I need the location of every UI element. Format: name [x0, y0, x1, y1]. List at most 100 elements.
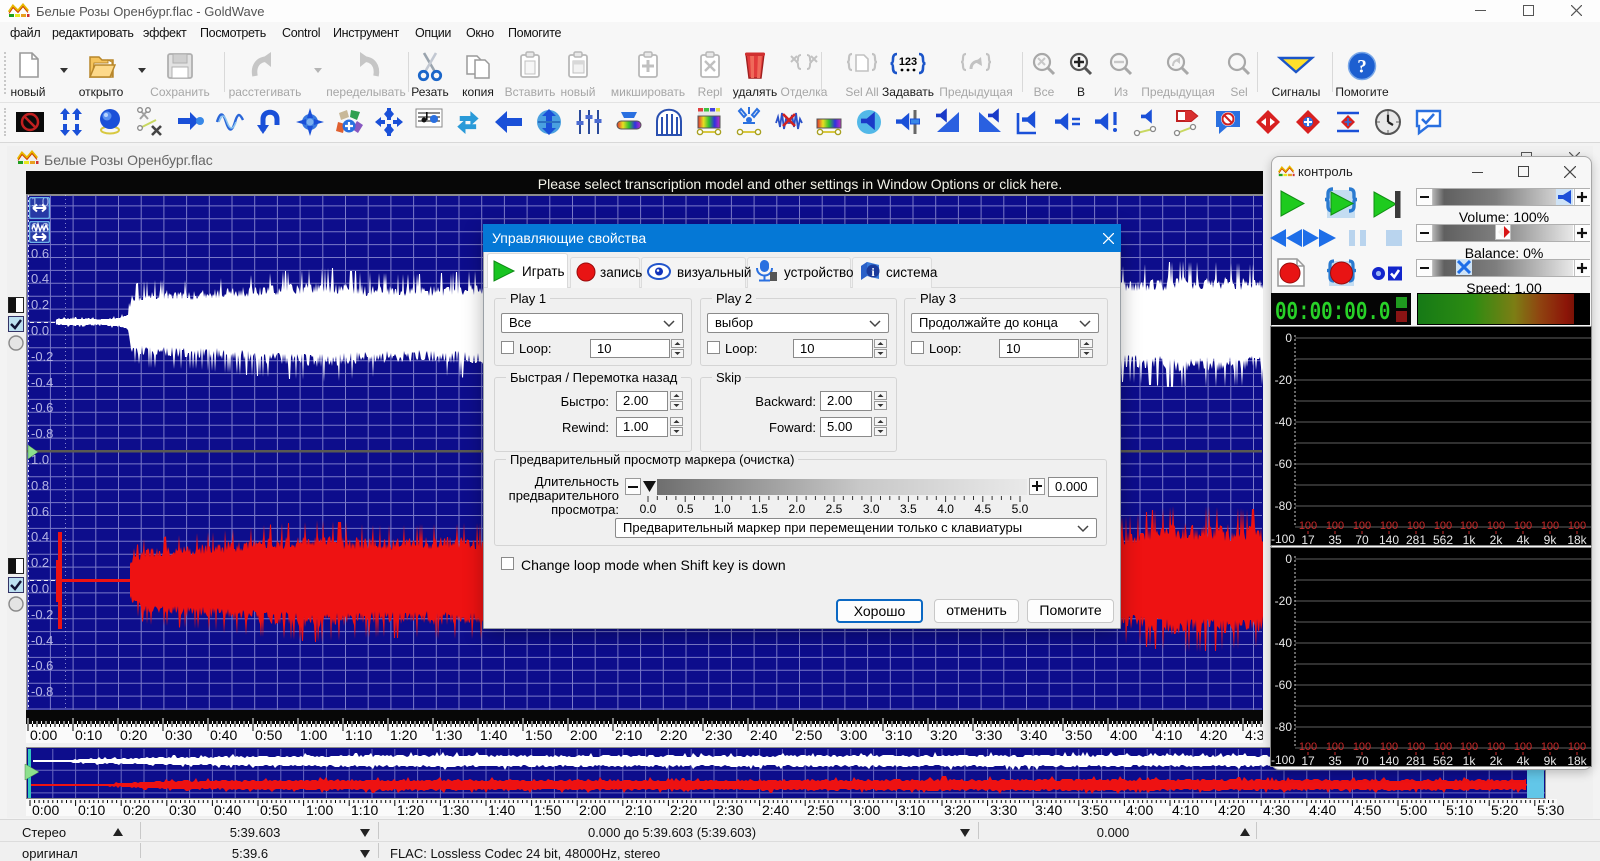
svg-text:100: 100 [1487, 520, 1505, 532]
svg-text:4:10: 4:10 [1172, 802, 1199, 818]
svg-text:-100: -100 [1271, 532, 1295, 546]
svg-text:100: 100 [1434, 741, 1452, 753]
svg-text:2:00: 2:00 [570, 727, 597, 743]
svg-text:2:00: 2:00 [579, 802, 606, 818]
svg-text:2:30: 2:30 [705, 727, 732, 743]
svg-text:100: 100 [1460, 741, 1478, 753]
svg-text:-0.6: -0.6 [31, 400, 53, 415]
svg-text:3:50: 3:50 [1065, 727, 1092, 743]
svg-text:3:30: 3:30 [975, 727, 1002, 743]
svg-text:3:00: 3:00 [853, 802, 880, 818]
svg-text:4:10: 4:10 [1155, 727, 1182, 743]
svg-text:100: 100 [1434, 520, 1452, 532]
svg-text:5:00: 5:00 [1400, 802, 1427, 818]
svg-text:123: 123 [899, 56, 917, 68]
svg-text:100: 100 [1568, 520, 1586, 532]
svg-text:3:50: 3:50 [1081, 802, 1108, 818]
svg-text:2:20: 2:20 [670, 802, 697, 818]
svg-text:3:30: 3:30 [990, 802, 1017, 818]
svg-text:18k: 18k [1567, 754, 1587, 767]
svg-text:1:40: 1:40 [480, 727, 507, 743]
svg-text:-20: -20 [1275, 373, 1293, 387]
svg-text:0:00: 0:00 [32, 802, 59, 818]
svg-text:100: 100 [1514, 741, 1532, 753]
svg-text:140: 140 [1379, 754, 1399, 767]
svg-text:0:50: 0:50 [255, 727, 282, 743]
svg-text:0:30: 0:30 [165, 727, 192, 743]
svg-text:100: 100 [1353, 520, 1371, 532]
svg-text:2:50: 2:50 [807, 802, 834, 818]
svg-text:i: i [871, 265, 875, 279]
svg-text:100: 100 [1487, 741, 1505, 753]
svg-text:0:00: 0:00 [30, 727, 57, 743]
svg-text:2k: 2k [1490, 754, 1504, 767]
svg-text:4:00: 4:00 [1110, 727, 1137, 743]
svg-text:4:30: 4:30 [1245, 727, 1272, 743]
svg-text:100: 100 [1460, 520, 1478, 532]
svg-text:70: 70 [1355, 533, 1369, 546]
svg-text:3:10: 3:10 [885, 727, 912, 743]
svg-text:562: 562 [1433, 754, 1453, 767]
svg-text:3:40: 3:40 [1020, 727, 1047, 743]
svg-text:4:20: 4:20 [1200, 727, 1227, 743]
svg-text:70: 70 [1355, 754, 1369, 767]
svg-text:1:10: 1:10 [345, 727, 372, 743]
svg-text:-40: -40 [1275, 636, 1293, 650]
svg-text:-80: -80 [1275, 720, 1293, 734]
svg-text:1.0: 1.0 [31, 452, 49, 467]
svg-text:4:40: 4:40 [1309, 802, 1336, 818]
svg-text:-0.8: -0.8 [31, 426, 53, 441]
svg-text:100: 100 [1326, 520, 1344, 532]
svg-text:0:20: 0:20 [123, 802, 150, 818]
svg-text:100: 100 [1326, 741, 1344, 753]
svg-text:2:20: 2:20 [660, 727, 687, 743]
svg-text:0:20: 0:20 [120, 727, 147, 743]
svg-text:-0.8: -0.8 [31, 684, 53, 699]
svg-text:3:10: 3:10 [898, 802, 925, 818]
svg-text:0:30: 0:30 [169, 802, 196, 818]
svg-text:0:10: 0:10 [75, 727, 102, 743]
svg-text:100: 100 [1380, 741, 1398, 753]
svg-text:9k: 9k [1544, 754, 1558, 767]
svg-text:4k: 4k [1517, 533, 1531, 546]
svg-text:0.4: 0.4 [31, 529, 49, 544]
svg-text:2:10: 2:10 [625, 802, 652, 818]
svg-text:-40: -40 [1275, 415, 1293, 429]
svg-text:1k: 1k [1463, 533, 1477, 546]
svg-text:2:30: 2:30 [716, 802, 743, 818]
svg-text:0.6: 0.6 [31, 504, 49, 519]
svg-text:1k: 1k [1463, 754, 1477, 767]
svg-text:0.4: 0.4 [31, 271, 49, 286]
svg-text:-80: -80 [1275, 499, 1293, 513]
svg-text:-20: -20 [1275, 594, 1293, 608]
svg-text:1:30: 1:30 [442, 802, 469, 818]
svg-text:3:20: 3:20 [944, 802, 971, 818]
svg-text:0.8: 0.8 [31, 478, 49, 493]
svg-text:100: 100 [1380, 520, 1398, 532]
svg-text:2:10: 2:10 [615, 727, 642, 743]
svg-text:0.0: 0.0 [31, 323, 49, 338]
svg-text:-0.2: -0.2 [31, 607, 53, 622]
svg-text:0:40: 0:40 [214, 802, 241, 818]
svg-text:-60: -60 [1275, 678, 1293, 692]
svg-text:100: 100 [1541, 520, 1559, 532]
svg-text:4:20: 4:20 [1218, 802, 1245, 818]
svg-text:0.0: 0.0 [31, 581, 49, 596]
svg-text:100: 100 [1514, 520, 1532, 532]
svg-text:0.6: 0.6 [31, 246, 49, 261]
svg-text:100: 100 [1407, 741, 1425, 753]
svg-text:2:40: 2:40 [750, 727, 777, 743]
svg-text:17: 17 [1301, 754, 1315, 767]
svg-text:2k: 2k [1490, 533, 1504, 546]
svg-text:100: 100 [1541, 741, 1559, 753]
svg-text:100: 100 [1299, 741, 1317, 753]
svg-text:?: ? [1357, 57, 1367, 78]
svg-text:-100: -100 [1271, 753, 1295, 767]
svg-text:5:20: 5:20 [1491, 802, 1518, 818]
svg-text:0.2: 0.2 [31, 297, 49, 312]
svg-text:100: 100 [1353, 741, 1371, 753]
svg-text:5:10: 5:10 [1446, 802, 1473, 818]
svg-text:3:40: 3:40 [1035, 802, 1062, 818]
svg-text:4:50: 4:50 [1354, 802, 1381, 818]
svg-text:0:10: 0:10 [78, 802, 105, 818]
